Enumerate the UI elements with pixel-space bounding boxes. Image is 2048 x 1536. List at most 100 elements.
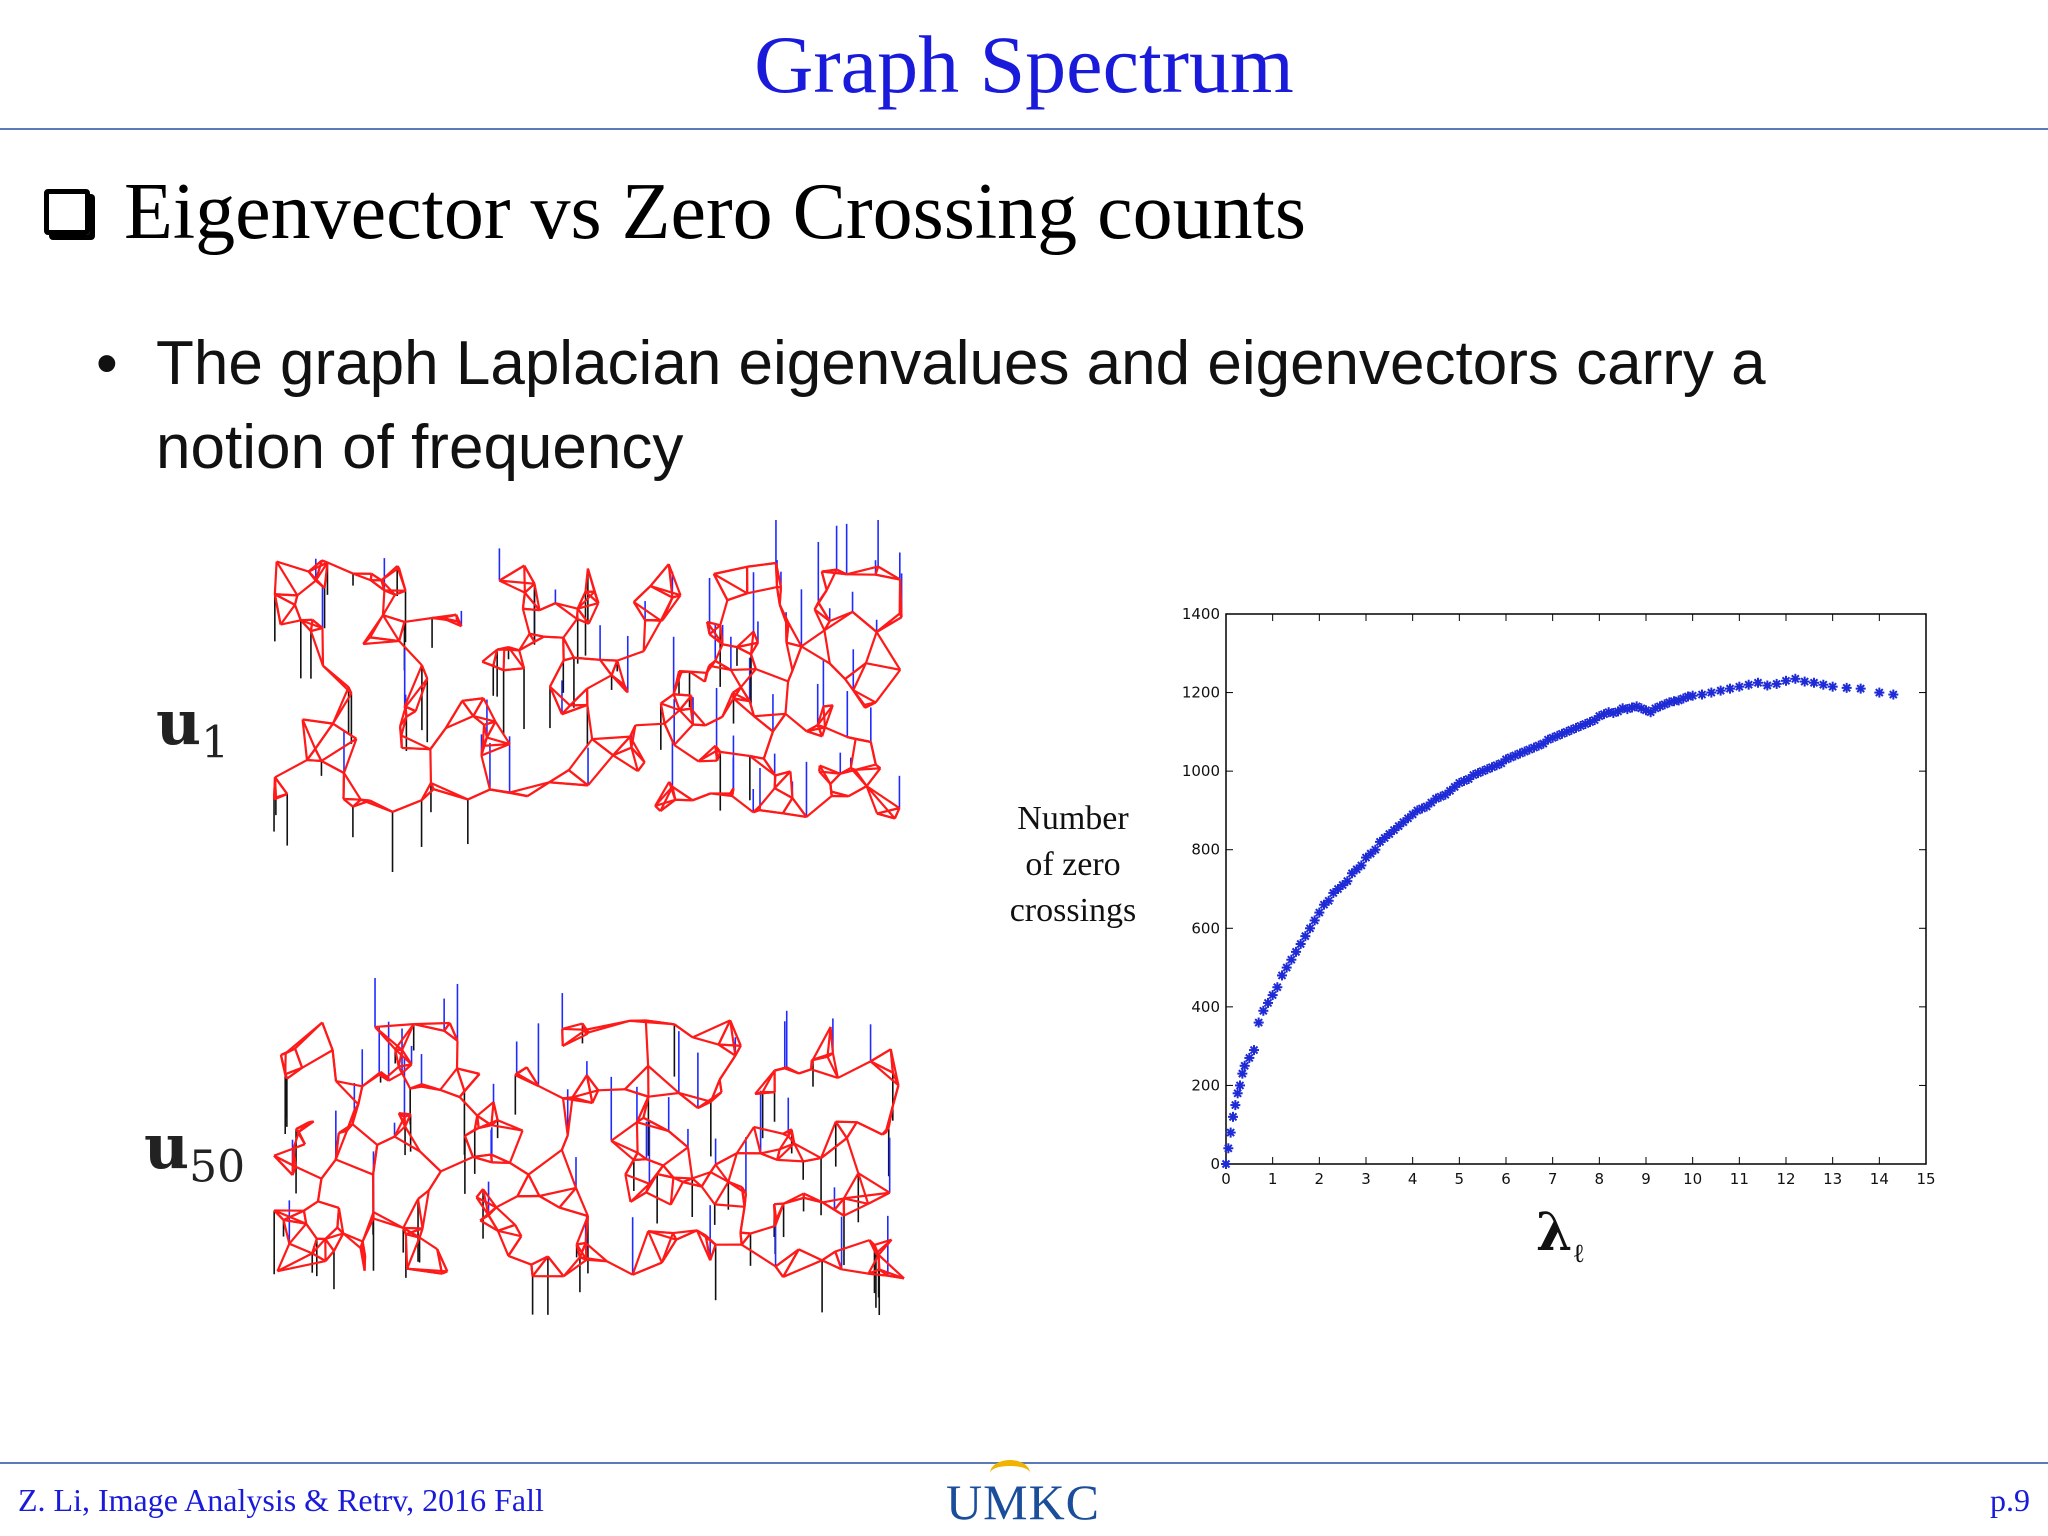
graph-edge <box>529 632 545 638</box>
data-point <box>1235 1080 1245 1091</box>
graph-edge <box>632 1261 663 1276</box>
graph-edge <box>708 633 724 646</box>
graph-edge <box>481 1188 490 1216</box>
graph-edge <box>524 591 541 611</box>
graph-edge <box>479 1219 499 1232</box>
data-point <box>1370 844 1381 855</box>
graph-edge <box>492 649 499 667</box>
x-tick-label: 6 <box>1501 1170 1511 1188</box>
graph-edge <box>774 1219 778 1227</box>
graph-edge <box>818 770 832 785</box>
graph-edge <box>777 1158 804 1163</box>
graph-edge <box>852 689 877 704</box>
graph-edge <box>750 1224 776 1235</box>
graph-edge <box>672 1176 684 1184</box>
x-tick-label: 12 <box>1776 1170 1795 1188</box>
footer-course-info: Z. Li, Image Analysis & Retrv, 2016 Fall <box>18 1482 544 1518</box>
graph-edge <box>404 1113 412 1127</box>
graph-edge <box>537 1084 564 1100</box>
graph-edge <box>472 1153 492 1159</box>
graph-edge <box>741 1243 777 1268</box>
graph-edge <box>727 592 748 602</box>
graph-edge <box>574 1187 589 1217</box>
graph-edge <box>280 619 302 626</box>
graph-edge <box>491 1161 510 1164</box>
x-tick-label: 10 <box>1683 1170 1702 1188</box>
graph-edge <box>709 1164 717 1173</box>
graph-edge <box>692 723 706 727</box>
graph-edge <box>352 799 371 808</box>
graph-edge <box>282 1219 291 1244</box>
graph-edge <box>829 772 842 785</box>
graph-edge <box>303 1200 319 1212</box>
u1-label: u1 <box>156 686 230 769</box>
slide-title: Graph Spectrum <box>754 19 1294 110</box>
graph-edge <box>875 631 902 671</box>
graph-edge <box>624 1174 632 1203</box>
graph-edge <box>421 1083 441 1091</box>
graph-edge <box>463 1135 475 1158</box>
graph-edge <box>708 624 721 636</box>
data-point <box>1636 703 1647 714</box>
zero-crossings-chart: 0 1 2 3 4 5 6 7 8 9 10 11 12 13 14 15 0 200 400 600 800 1000 1… <box>1170 600 1950 1300</box>
graph-edge <box>647 1230 677 1241</box>
graph-edge <box>539 1186 577 1198</box>
graph-edge <box>854 769 868 787</box>
graph-edge <box>394 1049 400 1067</box>
graph-edge <box>805 795 833 818</box>
graph-edge <box>660 702 680 712</box>
graph-edge <box>584 1242 588 1260</box>
data-point <box>1356 860 1367 871</box>
graph-edge <box>498 564 525 582</box>
graph-edge <box>857 1172 891 1194</box>
data-point <box>1818 679 1829 690</box>
graph-edge <box>803 1196 823 1204</box>
graph-edge <box>624 1065 649 1091</box>
graph-edge <box>370 579 386 592</box>
umkc-logo: UMKC <box>946 1460 1101 1530</box>
graph-edge <box>413 1021 450 1026</box>
graph-edge <box>813 608 831 623</box>
graph-edge <box>567 738 593 771</box>
graph-edge <box>730 667 756 672</box>
graph-edge <box>632 601 647 621</box>
graph-edge <box>663 723 676 746</box>
graph-edge <box>868 1239 877 1254</box>
graph-edge <box>481 743 511 757</box>
graph-edge <box>563 1258 588 1278</box>
x-tick-label: 15 <box>1916 1170 1935 1188</box>
graph-edge <box>562 1027 586 1031</box>
graph-edge <box>774 1265 784 1278</box>
graph-edge <box>692 1036 719 1046</box>
graph-edge <box>717 1019 732 1046</box>
graph-edge <box>633 585 652 603</box>
graph-edge <box>752 631 759 644</box>
data-point <box>1323 895 1334 906</box>
graph-edge <box>485 721 497 739</box>
graph-edge <box>612 746 632 757</box>
graph-edge <box>714 643 724 662</box>
graph-edge <box>575 608 579 620</box>
graph-edge <box>483 724 489 738</box>
graph-edge <box>314 560 323 581</box>
graph-edge <box>404 705 417 713</box>
graph-edge <box>817 589 828 603</box>
graph-edge <box>401 1049 413 1066</box>
graph-edge <box>405 710 417 718</box>
graph-edge <box>775 770 791 777</box>
graph-edge <box>523 565 526 593</box>
graph-edge <box>636 1151 648 1161</box>
graph-edge <box>462 697 484 702</box>
graph-edge <box>507 1235 523 1257</box>
graph-edge <box>587 754 614 787</box>
x-tick-label: 4 <box>1408 1170 1418 1188</box>
graph-edge <box>578 1242 587 1258</box>
graph-edge <box>817 601 831 622</box>
graph-edge <box>673 1023 694 1039</box>
graph-edge <box>642 620 662 652</box>
graph-edge <box>397 567 407 592</box>
y-axis-label: Number of zero crossings <box>1009 800 1137 929</box>
graph-edge <box>421 1190 430 1229</box>
graph-edge <box>826 1026 832 1057</box>
graph-edge <box>273 594 282 625</box>
